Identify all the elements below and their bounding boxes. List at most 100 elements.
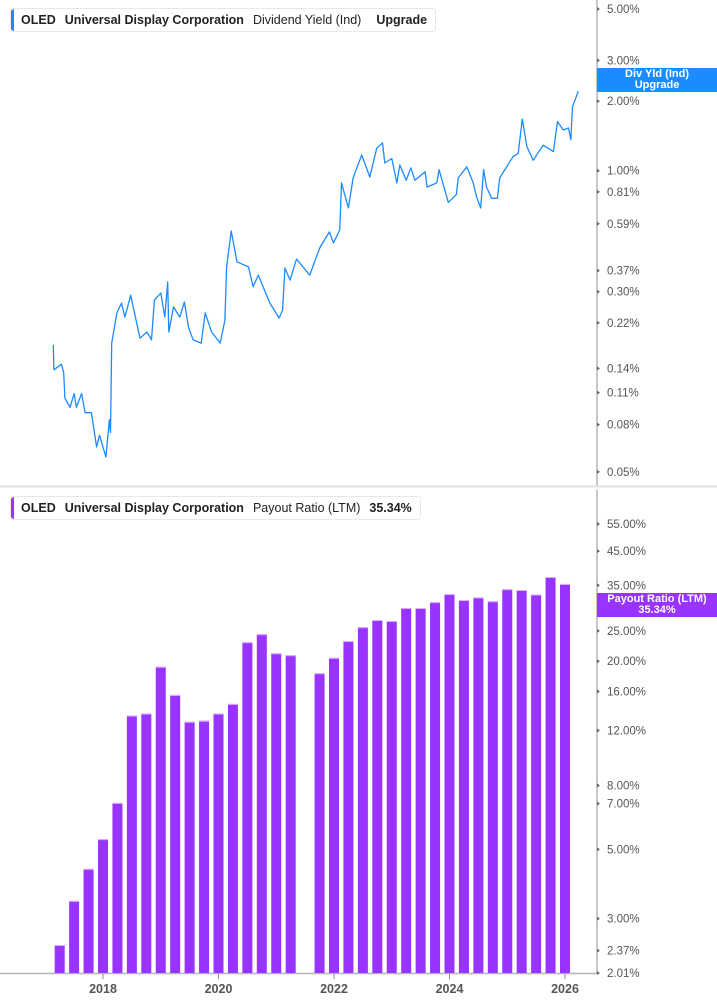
y-tick-mark bbox=[597, 948, 600, 953]
y-tick-mark bbox=[597, 366, 600, 371]
badge-label: Div Yld (Ind) bbox=[625, 68, 689, 80]
y-tick-label: 55.00% bbox=[607, 519, 646, 531]
legend-upgrade-link[interactable]: Upgrade bbox=[376, 13, 428, 27]
y-tick-mark bbox=[597, 422, 600, 427]
payout-ratio-bar bbox=[386, 620, 397, 973]
y-tick-label: 5.00% bbox=[607, 4, 640, 16]
y-tick-mark bbox=[597, 58, 600, 63]
legend-ticker: OLED bbox=[21, 13, 56, 27]
series-color-marker bbox=[11, 497, 14, 519]
current-value-badge-dividend-yield: Div Yld (Ind) Upgrade bbox=[597, 68, 717, 92]
payout-ratio-bar bbox=[155, 666, 166, 973]
payout-ratio-bar bbox=[430, 602, 441, 973]
payout-ratio-bar bbox=[415, 608, 426, 973]
y-tick-mark bbox=[597, 689, 600, 694]
y-tick-mark bbox=[597, 469, 600, 474]
current-value-badge-payout-ratio: Payout Ratio (LTM) 35.34% bbox=[597, 593, 717, 617]
payout-ratio-bar bbox=[343, 641, 354, 973]
badge-label: Payout Ratio (LTM) bbox=[607, 593, 707, 605]
payout-ratio-bar bbox=[531, 594, 542, 973]
payout-ratio-bar bbox=[487, 601, 498, 973]
y-tick-mark bbox=[597, 289, 600, 294]
y-tick-mark bbox=[597, 268, 600, 273]
badge-value: 35.34% bbox=[638, 604, 676, 616]
y-tick-label: 2.01% bbox=[607, 968, 640, 980]
y-tick-mark bbox=[597, 189, 600, 194]
y-tick-label: 45.00% bbox=[607, 546, 646, 558]
y-tick-label: 20.00% bbox=[607, 656, 646, 668]
x-tick-label: 2022 bbox=[320, 982, 348, 996]
y-tick-mark bbox=[597, 390, 600, 395]
y-tick-label: 0.22% bbox=[607, 318, 640, 330]
legend-payout-ratio[interactable]: OLED Universal Display Corporation Payou… bbox=[10, 496, 421, 520]
y-tick-label: 0.11% bbox=[607, 388, 639, 400]
payout-ratio-bar bbox=[458, 600, 469, 973]
payout-ratio-bar bbox=[329, 657, 339, 973]
y-tick-label: 2.00% bbox=[607, 96, 640, 108]
payout-ratio-bar bbox=[444, 594, 455, 973]
y-tick-label: 5.00% bbox=[607, 844, 640, 856]
payout-ratio-bar bbox=[545, 577, 556, 973]
y-tick-mark bbox=[597, 659, 600, 664]
y-tick-label: 35.00% bbox=[607, 580, 646, 592]
legend-dividend-yield[interactable]: OLED Universal Display Corporation Divid… bbox=[10, 8, 437, 32]
payout-ratio-bar bbox=[69, 900, 80, 973]
y-tick-mark bbox=[597, 783, 600, 788]
payout-ratio-bar bbox=[357, 627, 368, 973]
y-tick-label: 2.37% bbox=[607, 946, 640, 958]
payout-ratio-bar bbox=[256, 634, 267, 973]
payout-ratio-bar bbox=[54, 945, 65, 973]
payout-ratio-bar bbox=[83, 868, 94, 973]
y-tick-mark bbox=[597, 221, 600, 226]
legend-company: Universal Display Corporation bbox=[64, 13, 244, 27]
payout-ratio-bar bbox=[271, 653, 282, 973]
payout-ratio-bar bbox=[372, 619, 383, 973]
y-tick-mark bbox=[597, 628, 600, 633]
legend-ticker: OLED bbox=[21, 501, 56, 515]
y-tick-mark bbox=[597, 583, 600, 588]
y-tick-mark bbox=[597, 728, 600, 733]
y-tick-mark bbox=[597, 521, 600, 526]
y-tick-label: 0.08% bbox=[607, 420, 640, 432]
y-tick-label: 1.00% bbox=[607, 166, 640, 178]
payout-ratio-bar bbox=[285, 655, 296, 973]
x-tick-label: 2020 bbox=[205, 982, 233, 996]
y-tick-mark bbox=[597, 168, 600, 173]
y-tick-label: 0.30% bbox=[607, 287, 640, 299]
y-tick-label: 25.00% bbox=[607, 626, 646, 638]
y-tick-mark bbox=[597, 801, 600, 806]
payout-ratio-bar bbox=[98, 839, 108, 973]
payout-ratio-bar bbox=[560, 583, 570, 973]
legend-value: 35.34% bbox=[369, 501, 412, 515]
y-tick-label: 8.00% bbox=[607, 781, 640, 793]
y-tick-label: 16.00% bbox=[607, 686, 646, 698]
y-tick-mark bbox=[597, 549, 600, 554]
payout-ratio-bar bbox=[141, 713, 152, 973]
payout-ratio-bar bbox=[184, 721, 195, 973]
legend-metric: Dividend Yield (Ind) bbox=[252, 13, 362, 27]
y-tick-label: 0.14% bbox=[607, 363, 640, 375]
y-tick-label: 3.00% bbox=[607, 55, 640, 67]
y-tick-mark bbox=[597, 971, 600, 975]
y-tick-mark bbox=[597, 320, 600, 325]
badge-value: Upgrade bbox=[634, 79, 680, 91]
dividend-yield-line bbox=[52, 90, 579, 458]
y-tick-mark bbox=[597, 916, 600, 921]
payout-ratio-bar bbox=[473, 597, 484, 973]
legend-company: Universal Display Corporation bbox=[64, 501, 244, 515]
y-tick-label: 0.81% bbox=[607, 187, 640, 199]
x-tick-label: 2026 bbox=[551, 982, 579, 996]
legend-metric: Payout Ratio (LTM) bbox=[252, 501, 361, 515]
y-tick-mark bbox=[597, 847, 600, 852]
payout-ratio-bar bbox=[502, 589, 513, 973]
y-tick-mark bbox=[597, 7, 600, 11]
payout-ratio-bar bbox=[227, 703, 238, 973]
y-tick-label: 0.37% bbox=[607, 266, 640, 278]
y-tick-label: 7.00% bbox=[607, 799, 640, 811]
payout-ratio-bar bbox=[126, 715, 137, 973]
y-tick-label: 12.00% bbox=[607, 726, 646, 738]
y-tick-label: 3.00% bbox=[607, 914, 640, 926]
payout-ratio-bar bbox=[199, 720, 210, 973]
y-tick-mark bbox=[597, 99, 600, 104]
